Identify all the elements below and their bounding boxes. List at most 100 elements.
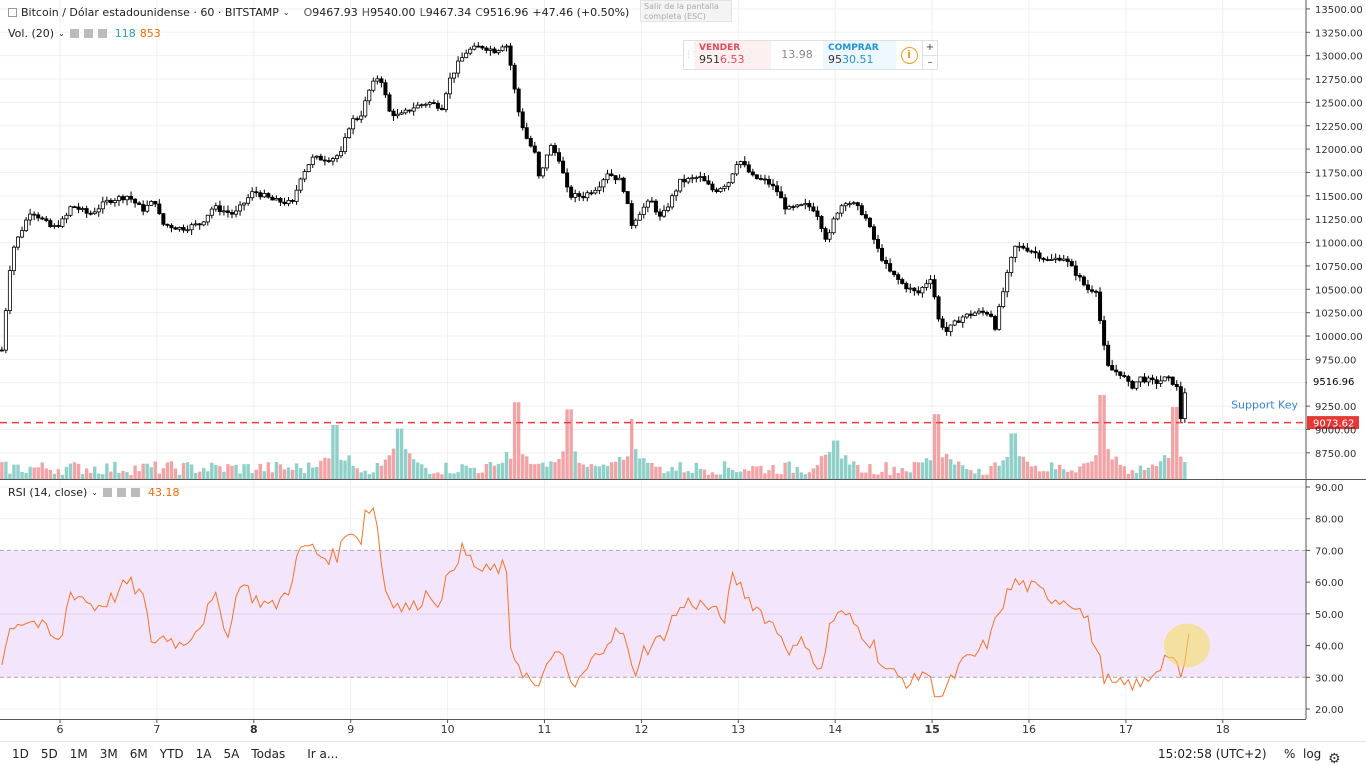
- volume-bar: [1041, 471, 1046, 479]
- candle: [460, 57, 465, 62]
- volume-bar: [585, 466, 589, 479]
- exit-fullscreen-hint[interactable]: Salir de la pantalla completa (ESC): [640, 0, 732, 22]
- candle: [472, 45, 477, 50]
- candle: [120, 196, 125, 201]
- volume-legend-label[interactable]: Vol. (20): [8, 27, 55, 40]
- range-all[interactable]: Todas: [251, 746, 286, 761]
- candle: [633, 219, 638, 226]
- plus-button[interactable]: +: [923, 41, 937, 56]
- candle: [536, 151, 541, 177]
- candle: [875, 239, 880, 249]
- candle: [40, 217, 45, 220]
- range-1m[interactable]: 1M: [69, 746, 88, 761]
- drag-handle-icon[interactable]: ⋮⋮: [684, 50, 702, 60]
- volume-bar: [1005, 456, 1009, 479]
- volume-bar: [56, 469, 61, 479]
- collapse-icon[interactable]: [8, 8, 17, 17]
- info-button[interactable]: i: [896, 41, 922, 69]
- eye-icon[interactable]: [69, 29, 79, 38]
- settings-icon[interactable]: [116, 488, 126, 497]
- volume-bar: [674, 470, 678, 479]
- volume-legend: Vol. (20) ⌄ 118 853: [8, 27, 161, 40]
- candle: [234, 210, 239, 215]
- candle: [847, 203, 852, 206]
- clock-display[interactable]: 15:02:58 (UTC+2): [1158, 746, 1267, 761]
- range-6m[interactable]: 6M: [129, 746, 148, 761]
- y-tick-label: 11000.00: [1315, 239, 1363, 250]
- x-tick-label: 7: [153, 723, 160, 736]
- y-tick-label: 13250.00: [1315, 28, 1363, 39]
- volume-bar: [185, 462, 190, 479]
- volume-bar: [149, 467, 153, 479]
- rsi-series-line: [1, 506, 1190, 698]
- volume-bar: [771, 464, 775, 479]
- candle: [399, 112, 404, 115]
- volume-bar: [520, 454, 525, 479]
- candle: [60, 218, 65, 227]
- volume-bar: [617, 456, 622, 479]
- candle: [16, 236, 21, 248]
- range-3m[interactable]: 3M: [99, 746, 118, 761]
- chart-title[interactable]: Bitcoin / Dólar estadounidense · 60 · BI…: [21, 6, 279, 19]
- volume-bar: [516, 402, 521, 479]
- candle: [355, 118, 360, 121]
- buy-button[interactable]: COMPRAR 9530.51: [823, 41, 896, 69]
- percent-toggle[interactable]: %: [1284, 746, 1296, 761]
- y-tick-label: 10750.00: [1315, 262, 1363, 273]
- candle: [803, 203, 808, 206]
- minus-button[interactable]: –: [927, 56, 933, 68]
- range-ytd[interactable]: YTD: [159, 746, 184, 761]
- candle: [209, 208, 214, 216]
- rsi-legend-label[interactable]: RSI (14, close): [8, 486, 88, 499]
- range-5d[interactable]: 5D: [40, 746, 58, 761]
- candle: [843, 203, 848, 207]
- sell-button[interactable]: VENDER 9516.53: [694, 41, 771, 69]
- candle: [76, 206, 81, 210]
- candle: [431, 102, 436, 104]
- log-toggle[interactable]: log: [1303, 746, 1322, 761]
- volume-bar: [448, 473, 452, 479]
- volume-bar: [1017, 456, 1022, 479]
- chevron-down-icon[interactable]: ⌄: [58, 29, 65, 38]
- chevron-down-icon[interactable]: ⌄: [91, 488, 98, 497]
- close-icon[interactable]: [97, 29, 107, 38]
- eye-icon[interactable]: [102, 488, 112, 497]
- goto-button[interactable]: Ir a...: [307, 746, 339, 761]
- volume-bar: [654, 466, 658, 479]
- candle: [262, 193, 267, 198]
- candle: [815, 210, 820, 217]
- gear-icon[interactable]: ⚙: [1328, 751, 1341, 765]
- candle: [1110, 365, 1115, 371]
- chevron-down-icon[interactable]: ⌄: [282, 8, 290, 17]
- volume-bar: [274, 461, 279, 479]
- info-icon: i: [900, 46, 918, 64]
- volume-bar: [375, 463, 380, 479]
- volume-bar: [569, 409, 573, 479]
- volume-bar: [512, 402, 517, 479]
- volume-bar: [601, 464, 606, 479]
- settings-icon[interactable]: [83, 29, 93, 38]
- range-1d[interactable]: 1D: [12, 746, 29, 761]
- range-1a[interactable]: 1A: [195, 746, 212, 761]
- volume-bar: [222, 471, 226, 479]
- volume-bar: [468, 468, 472, 479]
- candle: [419, 104, 424, 107]
- volume-bar: [298, 467, 303, 479]
- candle: [322, 159, 327, 162]
- candle: [1154, 379, 1159, 384]
- candle: [157, 203, 162, 215]
- candle: [254, 191, 259, 194]
- x-tick-label: 14: [828, 723, 842, 736]
- volume-bar: [662, 473, 666, 479]
- volume-bar: [177, 474, 182, 479]
- volume-bar: [262, 471, 266, 479]
- rsi-tick-label: 60.00: [1315, 578, 1344, 589]
- volume-bar: [900, 468, 904, 479]
- y-tick-label: 12250.00: [1315, 122, 1363, 133]
- volume-bar: [88, 472, 93, 479]
- range-5a[interactable]: 5A: [223, 746, 240, 761]
- buy-price-tail: 30.51: [842, 53, 874, 66]
- close-icon[interactable]: [130, 488, 140, 497]
- y-tick-label: 10500.00: [1315, 285, 1363, 296]
